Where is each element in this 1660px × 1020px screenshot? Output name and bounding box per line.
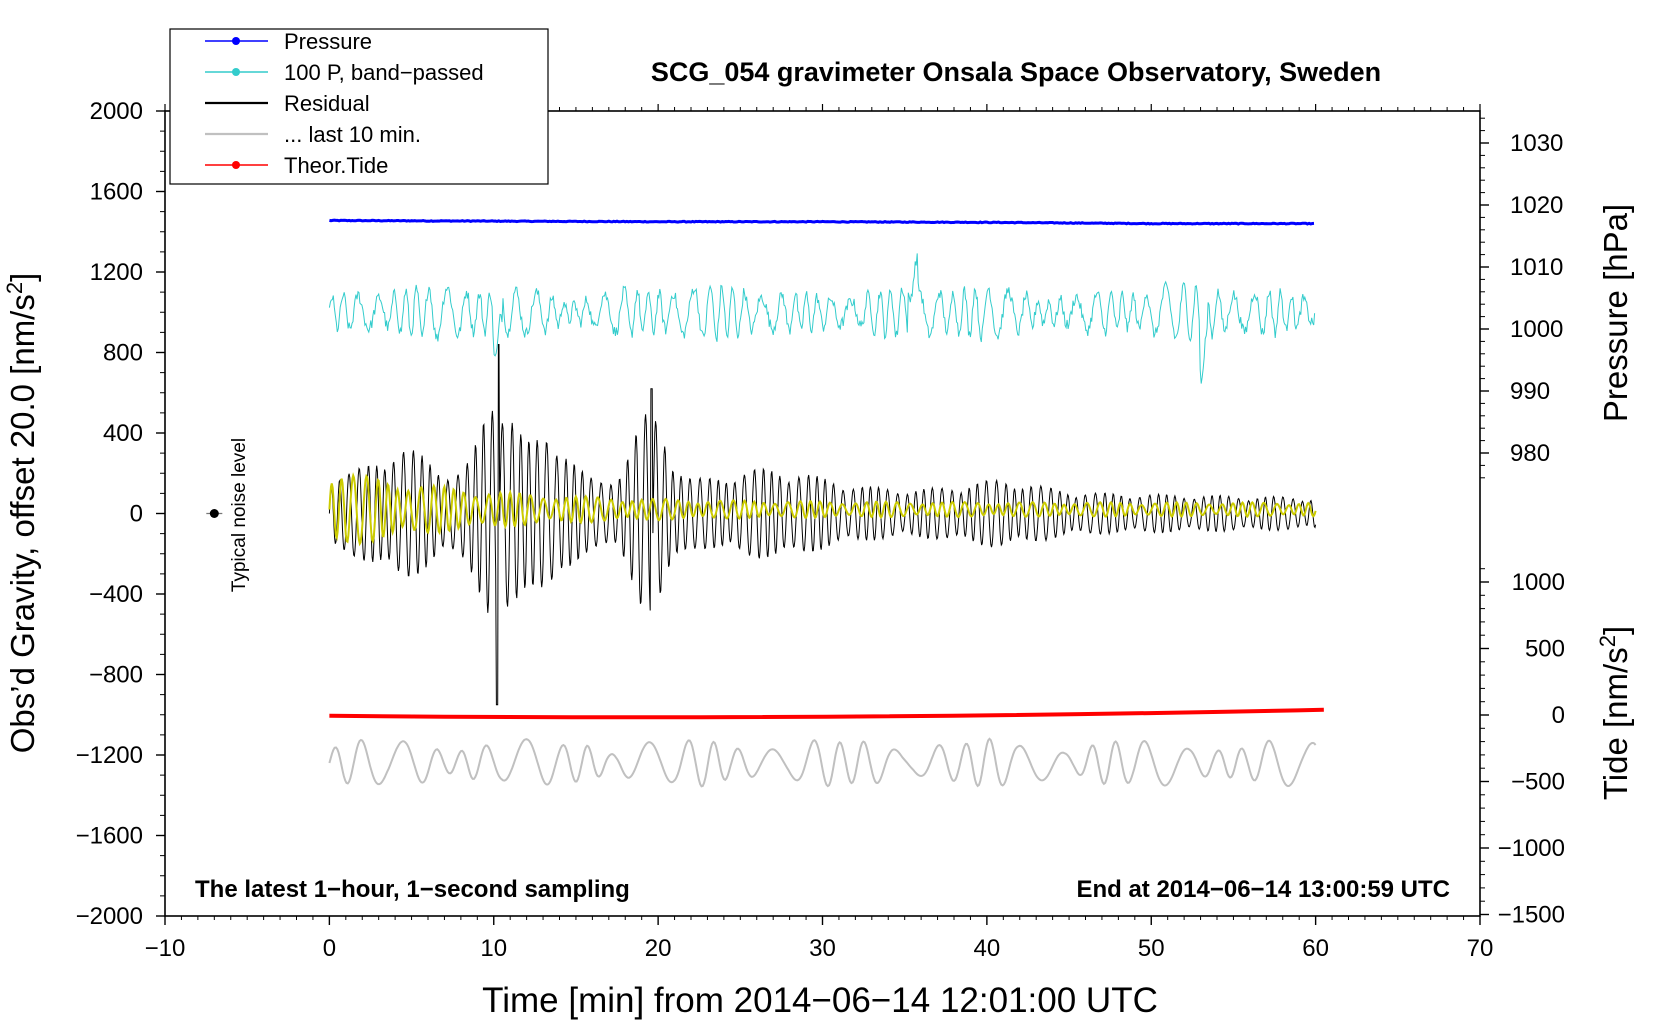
x-tick-label: 30	[809, 935, 836, 962]
y-axis-label-text: Obs’d Gravity, offset 20.0 [nm/s	[4, 294, 41, 753]
pressure-tick-label: 1000	[1510, 316, 1563, 343]
noise-level-marker	[206, 509, 223, 518]
sampling-note: The latest 1−hour, 1−second sampling	[195, 876, 630, 903]
x-tick-label: 60	[1302, 935, 1329, 962]
y-tick-label: 1600	[90, 179, 143, 206]
residual-filtered-line	[328, 472, 1317, 547]
x-tick-label: 10	[480, 935, 507, 962]
tide-axis-label-sup: 2	[1595, 635, 1620, 647]
legend-label: Residual	[284, 91, 370, 116]
y-tick-label: 1200	[90, 259, 143, 286]
y-tick-label: 0	[130, 501, 143, 528]
pressure-tick-label: 1010	[1510, 254, 1563, 281]
tide-tick-label: −500	[1511, 769, 1565, 796]
y-tick-label: −400	[89, 581, 143, 608]
tide-tick-label: −1500	[1498, 902, 1565, 929]
residual-line	[328, 344, 1317, 706]
pressure-axis-label: Pressure [hPa]	[1597, 204, 1634, 422]
band-passed-pressure-line	[328, 253, 1316, 384]
tide-tick-label: 500	[1525, 636, 1565, 663]
legend-marker	[232, 68, 240, 76]
x-tick-label: 40	[974, 935, 1001, 962]
end-time-note: End at 2014−06−14 13:00:59 UTC	[1076, 876, 1450, 903]
pressure-tick-label: 980	[1510, 440, 1550, 467]
x-tick-label: −10	[145, 935, 186, 962]
x-tick-label: 20	[645, 935, 672, 962]
y-tick-label: −1200	[76, 742, 143, 769]
tide-axis-label: Tide [nm/s2]	[1595, 626, 1634, 800]
x-tick-label: 50	[1138, 935, 1165, 962]
x-tick-label: 0	[323, 935, 336, 962]
tide-axis-label-end: ]	[1597, 626, 1634, 635]
legend-marker	[232, 161, 240, 169]
chart-title: SCG_054 gravimeter Onsala Space Observat…	[651, 57, 1381, 87]
legend: Pressure 100 P, band−passed Residual ... la…	[169, 28, 549, 185]
y-tick-label: 800	[103, 340, 143, 367]
x-tick-label: 70	[1467, 935, 1494, 962]
theoretical-tide-line	[329, 707, 1324, 720]
tide-tick-label: −1000	[1498, 835, 1565, 862]
legend-label: Theor.Tide	[284, 153, 388, 178]
tide-axis-label-text: Tide [nm/s	[1597, 647, 1634, 800]
last-10-min-line	[328, 737, 1317, 788]
pressure-tick-label: 1020	[1510, 192, 1563, 219]
noise-dot	[209, 509, 219, 518]
data-series	[328, 218, 1324, 788]
noise-level-label: Typical noise level	[229, 438, 250, 592]
y-axis-label-end: ]	[4, 273, 41, 282]
legend-label: ... last 10 min.	[284, 122, 421, 147]
legend-label: 100 P, band−passed	[284, 60, 484, 85]
y-tick-label: −800	[89, 662, 143, 689]
x-axis-label: Time [min] from 2014−06−14 12:01:00 UTC	[482, 981, 1158, 1020]
axis-ticks: −10 0 10 20 30 40 50 60 702000160012008004000−40…	[76, 98, 1565, 962]
y-axis-label-sup: 2	[2, 282, 27, 294]
legend-label: Pressure	[284, 29, 372, 54]
y-tick-label: −2000	[76, 903, 143, 930]
y-tick-label: −1600	[76, 823, 143, 850]
legend-marker	[232, 37, 240, 45]
pressure-tick-label: 1030	[1510, 130, 1563, 157]
tide-tick-label: 0	[1552, 702, 1565, 729]
y-axis-label: Obs’d Gravity, offset 20.0 [nm/s2]	[2, 273, 41, 754]
pressure-tick-label: 990	[1510, 378, 1550, 405]
pressure-line	[329, 218, 1315, 226]
y-tick-label: 400	[103, 420, 143, 447]
legend-box	[169, 28, 549, 185]
y-tick-label: 2000	[90, 98, 143, 125]
tide-tick-label: 1000	[1512, 569, 1565, 596]
